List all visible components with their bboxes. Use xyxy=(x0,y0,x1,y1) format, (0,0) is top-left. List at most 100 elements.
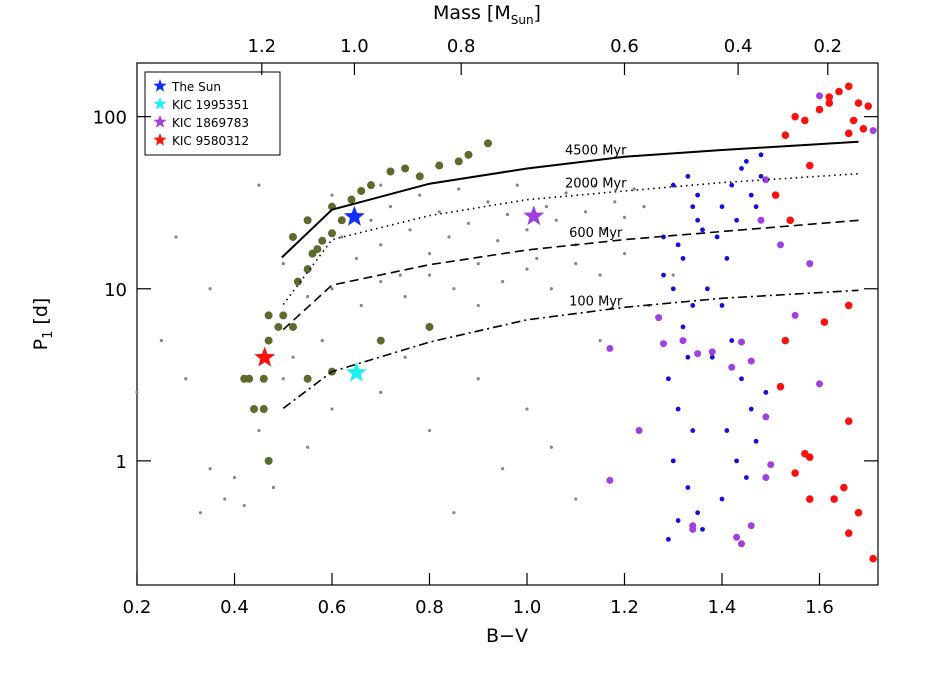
point xyxy=(264,336,273,345)
point xyxy=(454,157,463,166)
top-tick-label: 1.0 xyxy=(340,36,369,57)
point xyxy=(598,273,602,277)
legend-marker xyxy=(153,97,167,110)
point xyxy=(603,228,607,232)
point xyxy=(427,252,432,256)
point xyxy=(223,497,227,501)
top-axis-label-main: Mass [M xyxy=(433,2,511,24)
point xyxy=(805,161,814,170)
x-tick-label: 0.4 xyxy=(220,597,249,618)
point xyxy=(709,354,715,360)
point xyxy=(330,407,334,411)
point xyxy=(613,200,617,204)
point xyxy=(806,260,814,268)
point xyxy=(733,533,741,541)
point xyxy=(376,336,385,345)
isochrone-label: 600 Myr xyxy=(569,226,623,241)
point xyxy=(747,357,755,365)
top-tick-label: 0.4 xyxy=(724,36,753,57)
y-axis-label-main: P xyxy=(30,339,52,350)
point xyxy=(675,242,681,248)
point xyxy=(303,374,312,383)
x-tick-label: 0.8 xyxy=(415,597,444,618)
point xyxy=(549,287,553,291)
point xyxy=(379,243,383,247)
point xyxy=(622,215,627,219)
point xyxy=(747,522,755,530)
point xyxy=(476,303,480,308)
x-axis-label: B−V xyxy=(486,625,528,647)
point xyxy=(359,303,363,308)
point xyxy=(781,336,790,345)
point xyxy=(564,191,568,195)
point xyxy=(719,303,725,308)
point xyxy=(869,127,877,135)
point xyxy=(695,217,701,223)
point xyxy=(554,218,558,222)
point xyxy=(835,87,843,96)
point xyxy=(606,344,614,352)
point xyxy=(452,511,456,515)
legend-label: The Sun xyxy=(171,80,221,94)
point xyxy=(403,355,407,359)
point xyxy=(486,200,490,204)
point xyxy=(670,458,676,464)
point xyxy=(289,322,297,331)
point xyxy=(694,350,702,358)
point xyxy=(670,182,676,188)
point xyxy=(250,405,258,414)
point xyxy=(830,495,838,503)
point xyxy=(777,241,784,249)
point xyxy=(762,413,770,421)
point xyxy=(354,256,358,261)
isochrone-label: 100 Myr xyxy=(569,295,623,310)
point xyxy=(313,245,322,254)
point xyxy=(525,267,529,271)
point xyxy=(198,511,202,515)
top-tick-label: 1.2 xyxy=(247,36,276,57)
point xyxy=(476,377,480,381)
point xyxy=(670,286,676,292)
point xyxy=(757,216,765,224)
point xyxy=(695,192,701,198)
point xyxy=(690,204,696,210)
point xyxy=(303,216,312,225)
point xyxy=(685,354,691,360)
point xyxy=(758,173,764,179)
point xyxy=(401,164,410,173)
y-axis-label: P1 [d] xyxy=(30,298,56,351)
top-tick-label: 0.8 xyxy=(447,36,476,57)
point xyxy=(771,191,780,199)
point xyxy=(729,338,735,343)
point xyxy=(418,193,422,197)
x-tick-label: 1.4 xyxy=(708,597,737,618)
point xyxy=(815,105,824,114)
x-tick-label: 1.2 xyxy=(610,597,639,618)
point xyxy=(259,405,268,414)
legend-marker xyxy=(153,115,167,128)
legend-label: KIC 1869783 xyxy=(172,116,249,130)
point xyxy=(719,496,725,502)
point xyxy=(598,338,602,343)
point xyxy=(306,445,310,449)
point xyxy=(484,139,492,148)
point xyxy=(849,116,858,125)
point xyxy=(447,235,451,239)
point xyxy=(816,380,823,388)
point xyxy=(685,173,691,179)
point xyxy=(679,337,687,345)
point xyxy=(415,172,424,181)
point xyxy=(661,272,666,278)
point xyxy=(606,476,614,484)
point xyxy=(257,428,261,433)
point xyxy=(291,355,295,359)
point xyxy=(844,417,853,426)
point xyxy=(388,205,393,209)
top-axis-label-sub: Sun xyxy=(511,13,534,27)
point xyxy=(574,262,578,266)
star-marker xyxy=(254,346,276,367)
point xyxy=(340,235,344,239)
point xyxy=(840,483,848,492)
point xyxy=(844,529,853,537)
point xyxy=(330,193,334,197)
